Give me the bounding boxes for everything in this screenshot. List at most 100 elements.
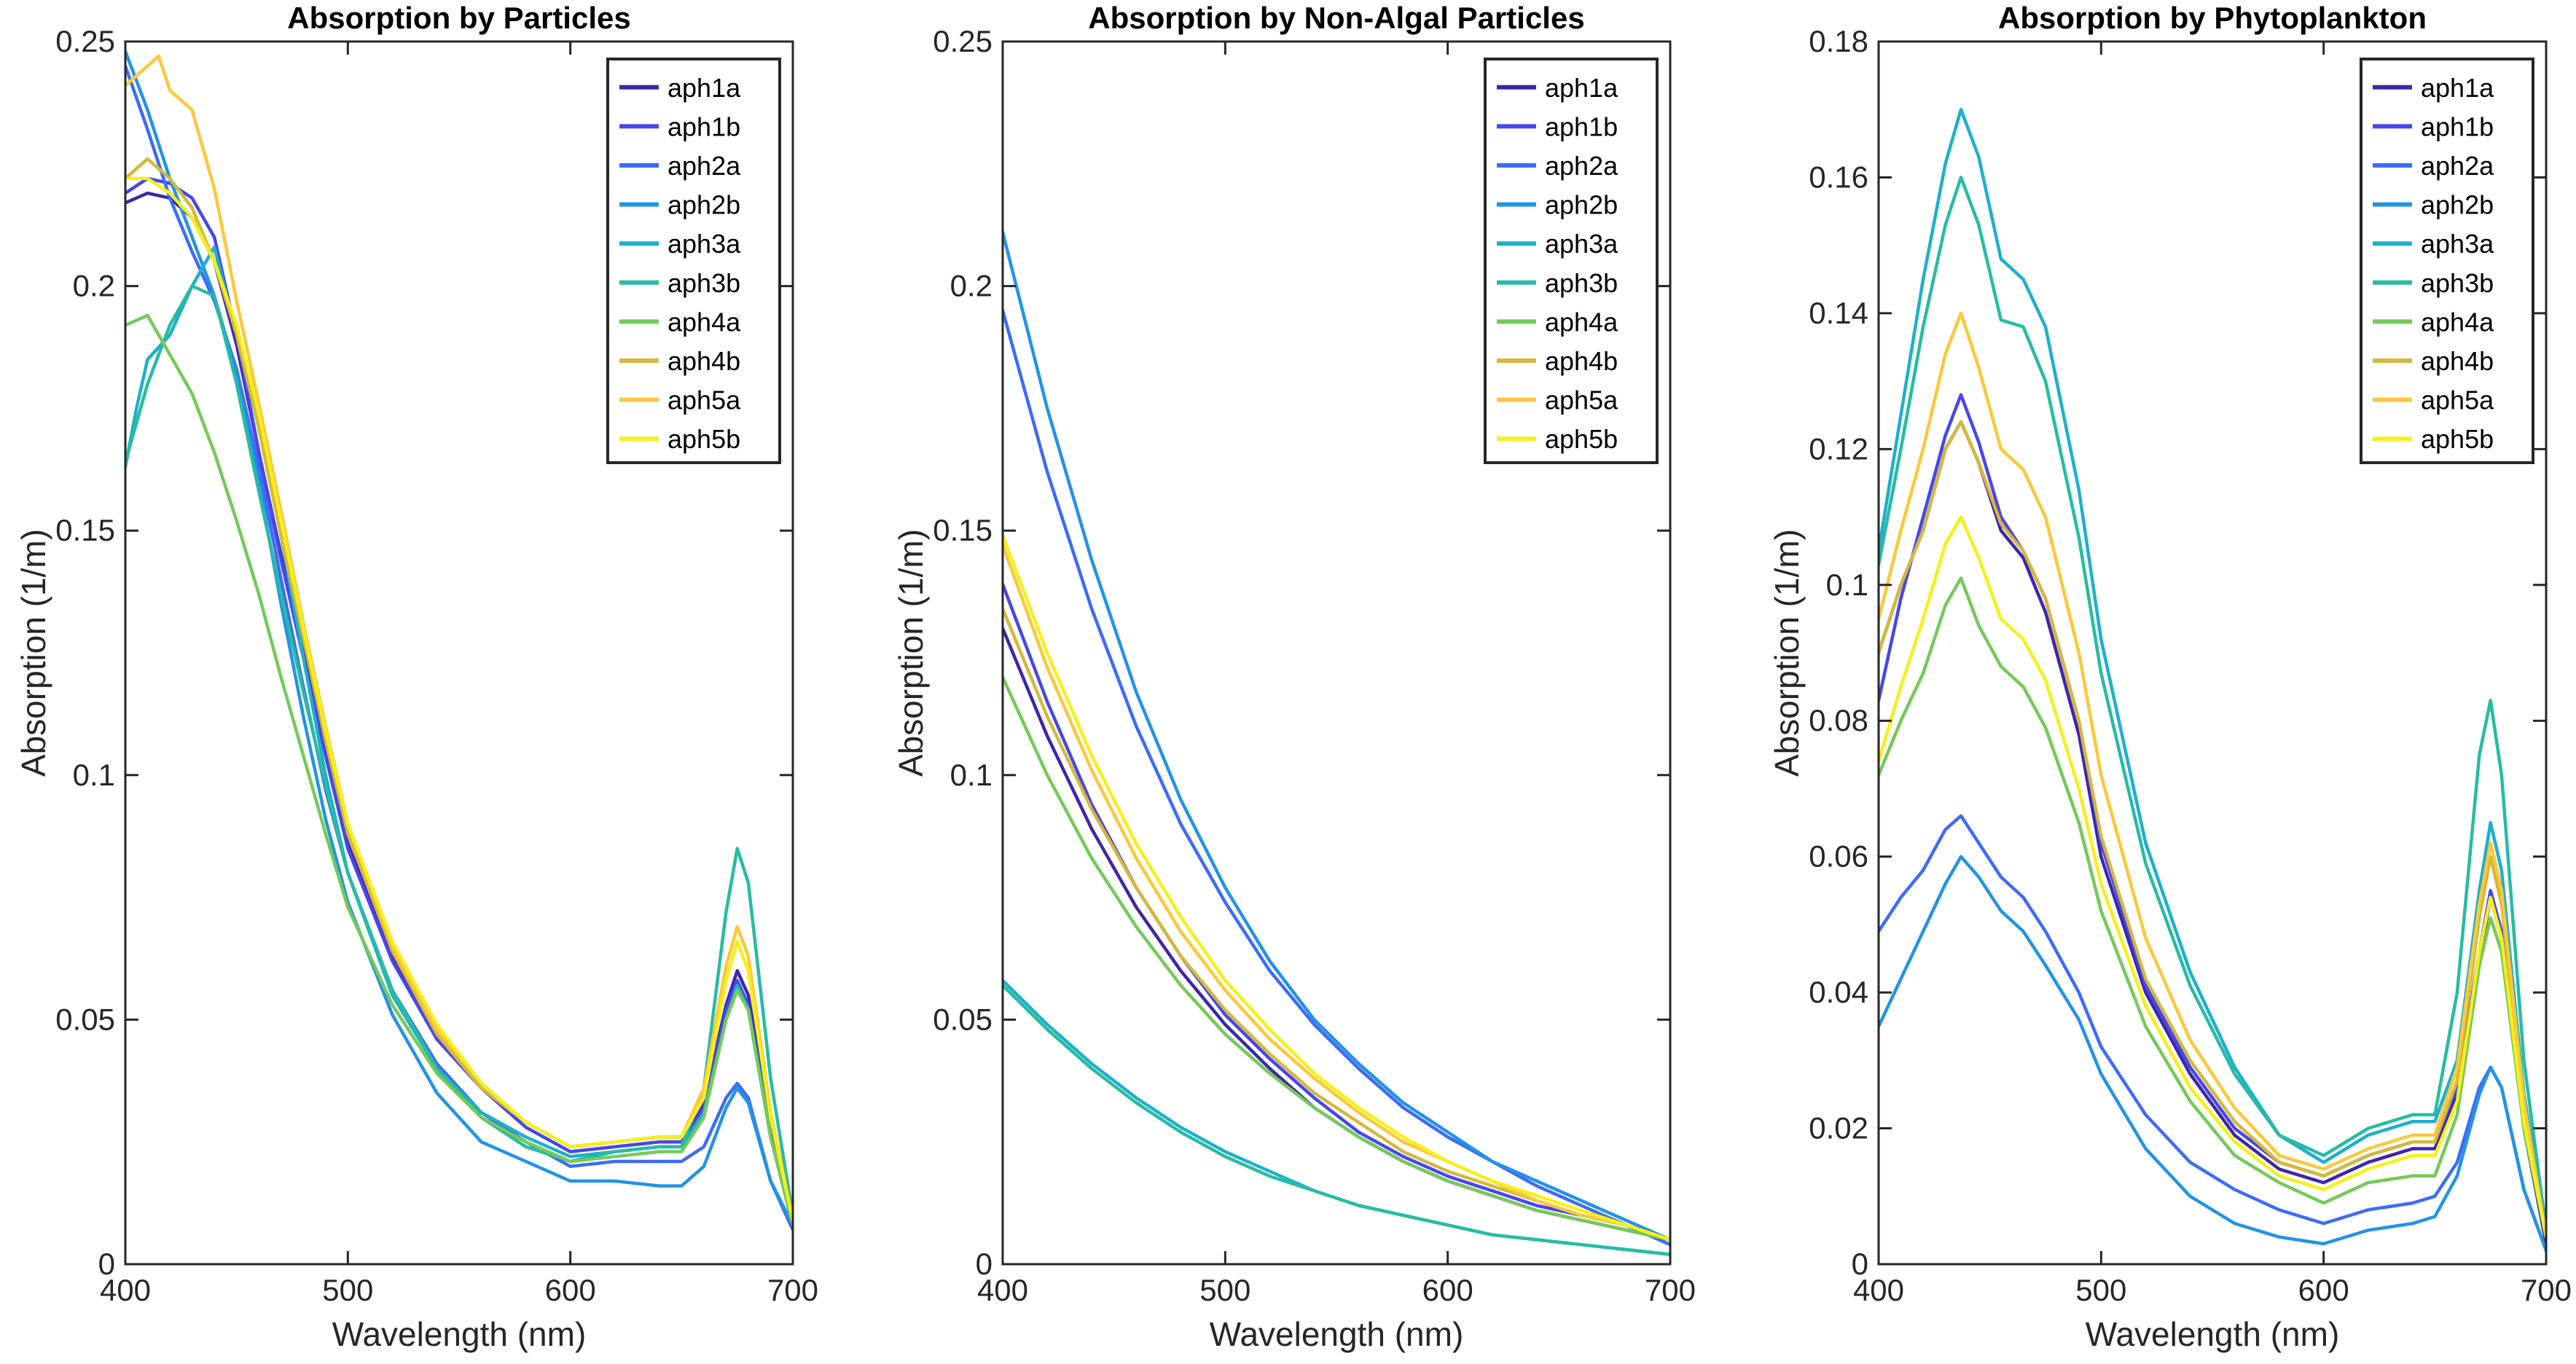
legend-label-aph5a: aph5a	[668, 385, 741, 415]
y-tick-label: 0.25	[55, 24, 115, 58]
legend-label-aph1a: aph1a	[2421, 73, 2494, 103]
series-line-aph5a	[1879, 311, 2546, 1239]
y-tick-label: 0.25	[933, 24, 993, 58]
series-line-aph3b	[125, 284, 793, 1218]
legend-label-aph2a: aph2a	[668, 151, 741, 181]
chart-title: Absorption by Particles	[287, 1, 630, 35]
chart-particles: 400 500 600 700 0 0.05 0.1 0.15 0.2 0.25 Absorptio…	[15, 1, 818, 1353]
x-tick-label: 700	[2521, 1273, 2572, 1307]
x-tick-label: 400	[977, 1273, 1028, 1307]
y-tick-label: 0	[1852, 1247, 1868, 1281]
y-tick-label: 0.15	[55, 513, 115, 547]
series-line-aph5a	[1003, 544, 1670, 1242]
x-tick-label: 600	[2298, 1273, 2349, 1307]
axes-box	[1877, 40, 2548, 1266]
series-line-aph2b	[1003, 230, 1670, 1242]
legend-label-aph3a: aph3a	[2421, 229, 2494, 259]
legend-label-aph1a: aph1a	[1545, 73, 1618, 103]
y-axis-label: Absorption (1/m)	[1768, 529, 1806, 777]
series-line-aph5b	[125, 176, 793, 1222]
y-tick-label: 0.14	[1809, 296, 1868, 330]
legend-label-aph4a: aph4a	[2421, 307, 2494, 337]
legend-label-aph4b: aph4b	[1545, 346, 1618, 376]
y-tick-label: 0.15	[933, 513, 993, 547]
legend-label-aph1a: aph1a	[668, 73, 741, 103]
series-line-aph4b	[1879, 420, 2546, 1239]
x-tick-label: 500	[1199, 1273, 1250, 1307]
legend: aph1a aph1b aph2a aph2b aph3a aph3b aph4a aph4b…	[2360, 58, 2534, 464]
y-tick-label: 0	[976, 1247, 993, 1281]
series-line-aph1b	[125, 176, 793, 1227]
y-tick-label: 0.2	[73, 269, 115, 303]
legend-label-aph1b: aph1b	[1545, 111, 1618, 141]
y-tick-label: 0.16	[1809, 160, 1868, 194]
legend-label-aph4a: aph4a	[1545, 307, 1618, 337]
axes-box	[1001, 40, 1672, 1266]
legend-label-aph2b: aph2b	[1545, 190, 1618, 220]
series-group	[125, 50, 793, 1232]
y-tick-label: 0.08	[1809, 703, 1868, 737]
legend-label-aph4b: aph4b	[668, 346, 740, 376]
legend-label-aph5b: aph5b	[2421, 424, 2494, 454]
chart-title: Absorption by Non-Algal Particles	[1088, 1, 1584, 35]
legend-label-aph3b: aph3b	[2421, 268, 2494, 298]
y-tick-label: 0.1	[73, 758, 115, 792]
legend-label-aph5a: aph5a	[2421, 385, 2494, 415]
legend-label-aph3a: aph3a	[1545, 229, 1618, 259]
series-line-aph5a	[125, 54, 793, 1222]
series-line-aph2a	[1003, 308, 1670, 1247]
x-tick-label: 600	[1422, 1273, 1473, 1307]
x-tick-label: 400	[100, 1273, 151, 1307]
legend: aph1a aph1b aph2a aph2b aph3a aph3b aph4a aph4b…	[606, 58, 781, 464]
legend-label-aph5b: aph5b	[1545, 424, 1618, 454]
legend-label-aph3b: aph3b	[668, 268, 740, 298]
legend-label-aph2b: aph2b	[668, 190, 740, 220]
y-tick-label: 0.06	[1809, 839, 1868, 874]
y-tick-label: 0.2	[950, 269, 993, 303]
x-axis-label: Wavelength (nm)	[2086, 1315, 2340, 1353]
x-axis-label: Wavelength (nm)	[1210, 1315, 1464, 1353]
x-tick-label: 700	[767, 1273, 818, 1307]
series-line-aph3b	[1879, 176, 2546, 1232]
legend-label-aph3b: aph3b	[1545, 268, 1618, 298]
x-tick-label: 500	[322, 1273, 373, 1307]
series-line-aph4a	[1879, 576, 2546, 1239]
chart-non-algal: 400 500 600 700 0 0.05 0.1 0.15 0.2 0.25 Absorptio…	[892, 1, 1696, 1353]
series-line-aph2b	[1879, 855, 2546, 1253]
y-axis-label: Absorption (1/m)	[892, 529, 930, 777]
y-tick-label: 0.12	[1809, 431, 1868, 466]
legend-label-aph2b: aph2b	[2421, 190, 2494, 220]
y-tick-label: 0.05	[55, 1002, 115, 1036]
legend: aph1a aph1b aph2a aph2b aph3a aph3b aph4a aph4b…	[1484, 58, 1659, 464]
y-tick-label: 0.1	[1826, 568, 1868, 602]
series-line-aph2a	[1879, 814, 2546, 1253]
y-tick-label: 0	[98, 1247, 115, 1281]
y-tick-label: 0.02	[1809, 1111, 1868, 1145]
series-line-aph4a	[125, 313, 793, 1227]
series-group	[1879, 107, 2546, 1253]
series-line-aph3b	[1003, 984, 1670, 1256]
x-axis-label: Wavelength (nm)	[332, 1315, 587, 1353]
legend-label-aph4a: aph4a	[668, 307, 741, 337]
x-tick-label: 700	[1645, 1273, 1696, 1307]
chart-phytoplankton: 400 500 600 700 0 0.02 0.04 0.06 0.08 0.1 0.12 0.14…	[1768, 1, 2572, 1353]
legend-label-aph4b: aph4b	[2421, 346, 2494, 376]
series-line-aph5b	[1879, 515, 2546, 1239]
x-tick-label: 400	[1853, 1273, 1904, 1307]
legend-label-aph2a: aph2a	[2421, 151, 2494, 181]
axes-box	[124, 40, 794, 1266]
x-tick-label: 600	[545, 1273, 596, 1307]
legend-label-aph2a: aph2a	[1545, 151, 1618, 181]
y-tick-label: 0.05	[933, 1002, 993, 1036]
legend-label-aph1b: aph1b	[2421, 111, 2494, 141]
y-tick-label: 0.1	[950, 758, 993, 792]
y-tick-label: 0.18	[1809, 24, 1868, 58]
series-line-aph5b	[1003, 533, 1670, 1242]
chart-title: Absorption by Phytoplankton	[1998, 1, 2427, 35]
y-axis-label: Absorption (1/m)	[15, 529, 52, 777]
legend-label-aph3a: aph3a	[668, 229, 741, 259]
series-group	[1003, 230, 1670, 1256]
series-line-aph3a	[1879, 107, 2546, 1232]
x-tick-label: 500	[2075, 1273, 2126, 1307]
